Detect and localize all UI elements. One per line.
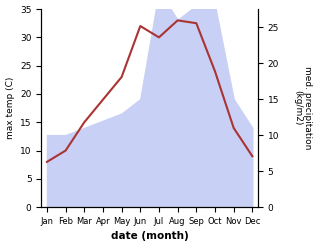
X-axis label: date (month): date (month) <box>111 231 189 242</box>
Y-axis label: max temp (C): max temp (C) <box>5 77 15 139</box>
Y-axis label: med. precipitation
(kg/m2): med. precipitation (kg/m2) <box>293 66 313 150</box>
